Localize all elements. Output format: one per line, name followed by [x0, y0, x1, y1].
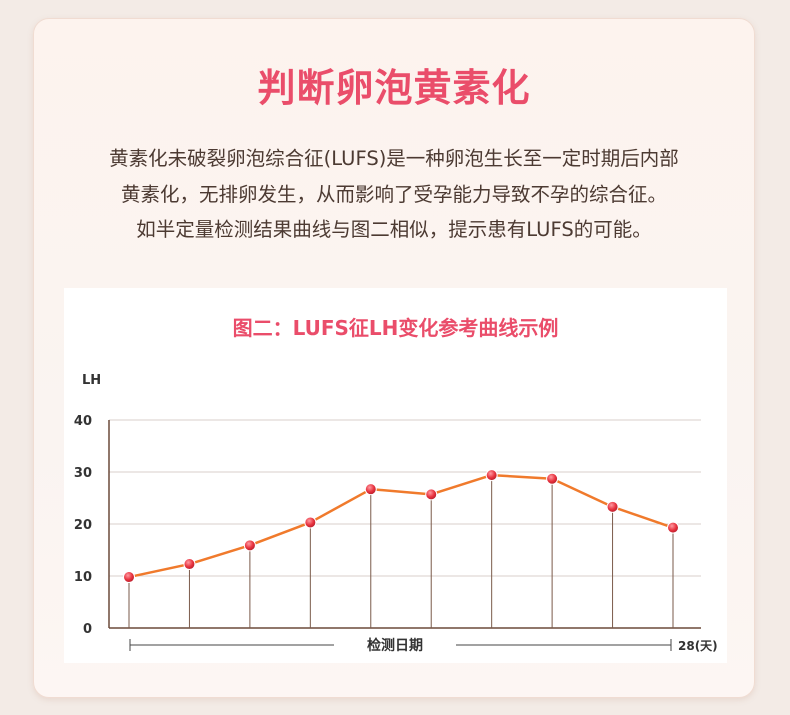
description-line: 黄素化未破裂卵泡综合征(LUFS)是一种卵泡生长至一定时期后内部 [109, 147, 679, 170]
data-point [243, 539, 256, 552]
series-line [128, 473, 674, 579]
x-axis-label: 检测日期 [367, 637, 423, 654]
x-end-label: 28(天) [678, 639, 718, 653]
data-point [304, 516, 317, 529]
description-line: 黄素化，无排卵发生，从而影响了受孕能力导致不孕的综合征。 [120, 182, 667, 206]
data-point [425, 488, 438, 501]
y-tick-label: 0 [83, 622, 92, 637]
y-tick-label: 20 [74, 518, 92, 533]
y-tick-label: 30 [74, 466, 92, 481]
data-point [364, 483, 377, 496]
description: 黄素化未破裂卵泡综合征(LUFS)是一种卵泡生长至一定时期后内部 黄素化，无排卵… [54, 141, 734, 248]
lh-line-chart: LH 0 10 20 30 40 检测日期 28(天) [74, 373, 718, 654]
data-point [606, 500, 619, 513]
page-title: 判断卵泡黄素化 [257, 66, 531, 110]
y-tick-label: 10 [74, 570, 92, 585]
chart-title: 图二：LUFS征LH变化参考曲线示例 [232, 316, 559, 340]
y-tick-label: 40 [74, 414, 92, 429]
data-point [183, 558, 196, 571]
description-line: 如半定量检测结果曲线与图二相似，提示患有LUFS的可能。 [136, 218, 652, 241]
data-point [667, 521, 679, 534]
data-point [546, 472, 559, 485]
data-point [485, 469, 498, 482]
chart-panel: 图二：LUFS征LH变化参考曲线示例 LH 0 10 20 30 40 检测日期 28(天) [64, 288, 727, 663]
data-point [123, 571, 135, 584]
y-axis-label: LH [82, 373, 101, 388]
info-card: 判断卵泡黄素化 黄素化未破裂卵泡综合征(LUFS)是一种卵泡生长至一定时期后内部… [33, 18, 755, 698]
